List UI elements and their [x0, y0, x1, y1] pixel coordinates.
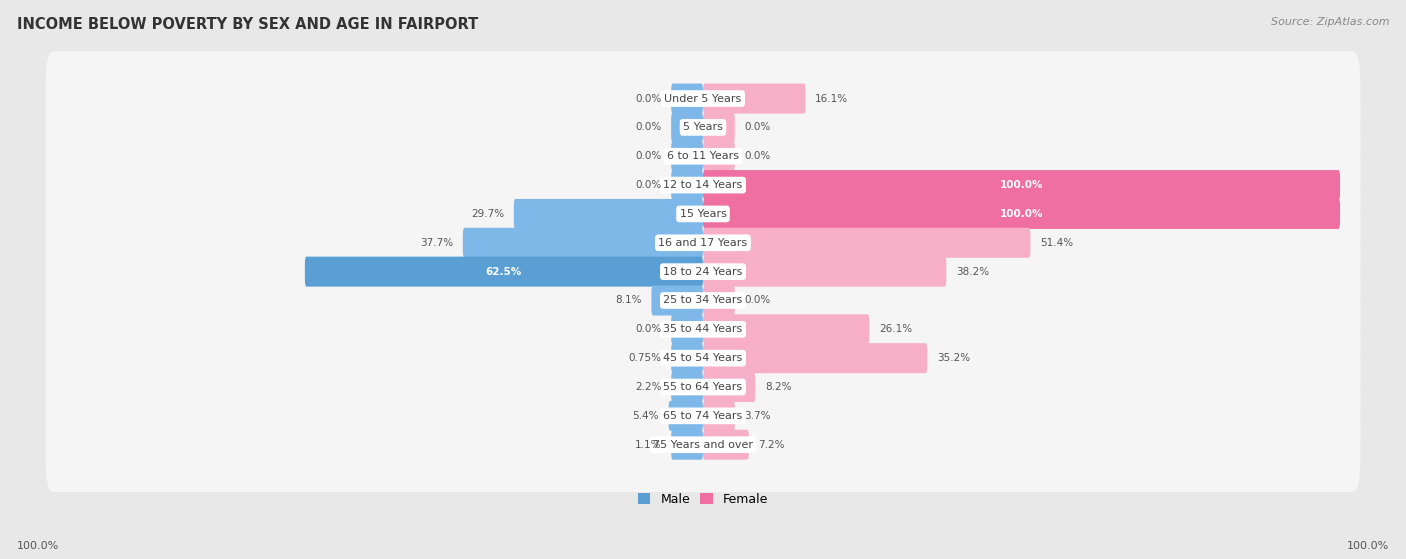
- FancyBboxPatch shape: [45, 311, 1361, 405]
- Text: INCOME BELOW POVERTY BY SEX AND AGE IN FAIRPORT: INCOME BELOW POVERTY BY SEX AND AGE IN F…: [17, 17, 478, 32]
- FancyBboxPatch shape: [671, 83, 703, 113]
- Text: 0.0%: 0.0%: [636, 151, 662, 161]
- FancyBboxPatch shape: [45, 51, 1361, 146]
- Text: 8.1%: 8.1%: [616, 296, 643, 305]
- FancyBboxPatch shape: [45, 340, 1361, 434]
- FancyBboxPatch shape: [671, 314, 703, 344]
- Text: 5 Years: 5 Years: [683, 122, 723, 132]
- FancyBboxPatch shape: [671, 112, 703, 143]
- FancyBboxPatch shape: [703, 112, 735, 143]
- FancyBboxPatch shape: [703, 170, 1340, 200]
- FancyBboxPatch shape: [305, 257, 703, 287]
- Text: 38.2%: 38.2%: [956, 267, 988, 277]
- Text: 2.2%: 2.2%: [636, 382, 662, 392]
- Text: 35.2%: 35.2%: [936, 353, 970, 363]
- FancyBboxPatch shape: [671, 372, 703, 402]
- FancyBboxPatch shape: [45, 167, 1361, 261]
- FancyBboxPatch shape: [45, 224, 1361, 319]
- Text: 7.2%: 7.2%: [758, 440, 785, 449]
- Text: 100.0%: 100.0%: [1347, 541, 1389, 551]
- Text: 3.7%: 3.7%: [744, 411, 770, 421]
- FancyBboxPatch shape: [703, 430, 749, 459]
- FancyBboxPatch shape: [513, 199, 703, 229]
- Text: 37.7%: 37.7%: [420, 238, 453, 248]
- Text: 26.1%: 26.1%: [879, 324, 912, 334]
- Text: 75 Years and over: 75 Years and over: [652, 440, 754, 449]
- Text: 100.0%: 100.0%: [1000, 209, 1043, 219]
- Text: 16 and 17 Years: 16 and 17 Years: [658, 238, 748, 248]
- FancyBboxPatch shape: [45, 196, 1361, 290]
- FancyBboxPatch shape: [651, 286, 703, 315]
- FancyBboxPatch shape: [671, 170, 703, 200]
- Text: 16.1%: 16.1%: [815, 93, 848, 103]
- Text: 8.2%: 8.2%: [765, 382, 792, 392]
- FancyBboxPatch shape: [671, 343, 703, 373]
- Text: 0.0%: 0.0%: [744, 296, 770, 305]
- FancyBboxPatch shape: [671, 430, 703, 459]
- Text: 0.0%: 0.0%: [636, 180, 662, 190]
- Legend: Male, Female: Male, Female: [633, 487, 773, 511]
- Text: 5.4%: 5.4%: [633, 411, 659, 421]
- Text: 18 to 24 Years: 18 to 24 Years: [664, 267, 742, 277]
- FancyBboxPatch shape: [703, 401, 735, 431]
- FancyBboxPatch shape: [45, 397, 1361, 492]
- FancyBboxPatch shape: [45, 109, 1361, 203]
- FancyBboxPatch shape: [703, 199, 1340, 229]
- Text: 12 to 14 Years: 12 to 14 Years: [664, 180, 742, 190]
- FancyBboxPatch shape: [45, 282, 1361, 377]
- Text: 100.0%: 100.0%: [17, 541, 59, 551]
- FancyBboxPatch shape: [671, 141, 703, 171]
- FancyBboxPatch shape: [703, 257, 946, 287]
- FancyBboxPatch shape: [669, 401, 703, 431]
- Text: Source: ZipAtlas.com: Source: ZipAtlas.com: [1271, 17, 1389, 27]
- FancyBboxPatch shape: [703, 228, 1031, 258]
- Text: 45 to 54 Years: 45 to 54 Years: [664, 353, 742, 363]
- Text: 29.7%: 29.7%: [471, 209, 505, 219]
- FancyBboxPatch shape: [463, 228, 703, 258]
- FancyBboxPatch shape: [703, 83, 806, 113]
- Text: 0.0%: 0.0%: [636, 122, 662, 132]
- FancyBboxPatch shape: [703, 372, 755, 402]
- Text: 0.75%: 0.75%: [628, 353, 662, 363]
- Text: 55 to 64 Years: 55 to 64 Years: [664, 382, 742, 392]
- FancyBboxPatch shape: [45, 80, 1361, 175]
- Text: 51.4%: 51.4%: [1040, 238, 1073, 248]
- Text: 0.0%: 0.0%: [636, 93, 662, 103]
- Text: 65 to 74 Years: 65 to 74 Years: [664, 411, 742, 421]
- Text: 15 Years: 15 Years: [679, 209, 727, 219]
- Text: 100.0%: 100.0%: [1000, 180, 1043, 190]
- FancyBboxPatch shape: [703, 314, 869, 344]
- Text: 0.0%: 0.0%: [744, 122, 770, 132]
- Text: Under 5 Years: Under 5 Years: [665, 93, 741, 103]
- Text: 25 to 34 Years: 25 to 34 Years: [664, 296, 742, 305]
- Text: 0.0%: 0.0%: [636, 324, 662, 334]
- Text: 62.5%: 62.5%: [486, 267, 522, 277]
- Text: 35 to 44 Years: 35 to 44 Years: [664, 324, 742, 334]
- FancyBboxPatch shape: [703, 286, 735, 315]
- FancyBboxPatch shape: [703, 141, 735, 171]
- Text: 1.1%: 1.1%: [636, 440, 662, 449]
- FancyBboxPatch shape: [45, 368, 1361, 463]
- Text: 0.0%: 0.0%: [744, 151, 770, 161]
- FancyBboxPatch shape: [703, 343, 927, 373]
- FancyBboxPatch shape: [45, 253, 1361, 348]
- Text: 6 to 11 Years: 6 to 11 Years: [666, 151, 740, 161]
- FancyBboxPatch shape: [45, 138, 1361, 233]
